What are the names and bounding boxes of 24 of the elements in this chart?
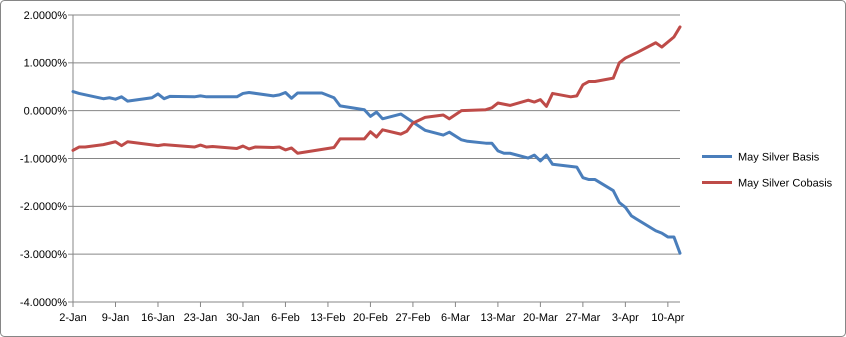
x-tick-label: 2-Jan xyxy=(59,312,87,324)
x-tick-label: 23-Jan xyxy=(184,312,218,324)
y-tick-label: -2.0000% xyxy=(20,201,68,214)
x-tick-label: 16-Jan xyxy=(141,312,175,324)
x-tick-label: 6-Mar xyxy=(441,312,470,324)
legend-label: May Silver Basis xyxy=(738,151,820,164)
y-tick-label: 0.0000% xyxy=(24,106,68,118)
legend-label: May Silver Cobasis xyxy=(738,177,833,190)
x-tick-label: 6-Feb xyxy=(271,312,300,324)
x-tick-label: 13-Mar xyxy=(480,312,516,324)
x-tick-label: 20-Mar xyxy=(522,312,558,324)
y-tick-label: -1.0000% xyxy=(20,153,68,166)
y-tick-label: 1.0000% xyxy=(24,58,68,70)
y-tick-label: -3.0000% xyxy=(20,249,68,262)
x-tick-label: 20-Feb xyxy=(353,312,388,324)
x-tick-label: 27-Feb xyxy=(395,312,430,324)
x-tick-label: 13-Feb xyxy=(310,312,346,324)
x-tick-label: 3-Apr xyxy=(612,312,640,324)
y-tick-label: -4.0000% xyxy=(20,296,68,309)
x-tick-label: 10-Apr xyxy=(651,312,685,324)
x-tick-label: 30-Jan xyxy=(226,312,260,324)
y-tick-label: 2.0000% xyxy=(24,10,68,22)
x-tick-label: 9-Jan xyxy=(102,312,130,324)
x-tick-label: 27-Mar xyxy=(565,312,601,324)
